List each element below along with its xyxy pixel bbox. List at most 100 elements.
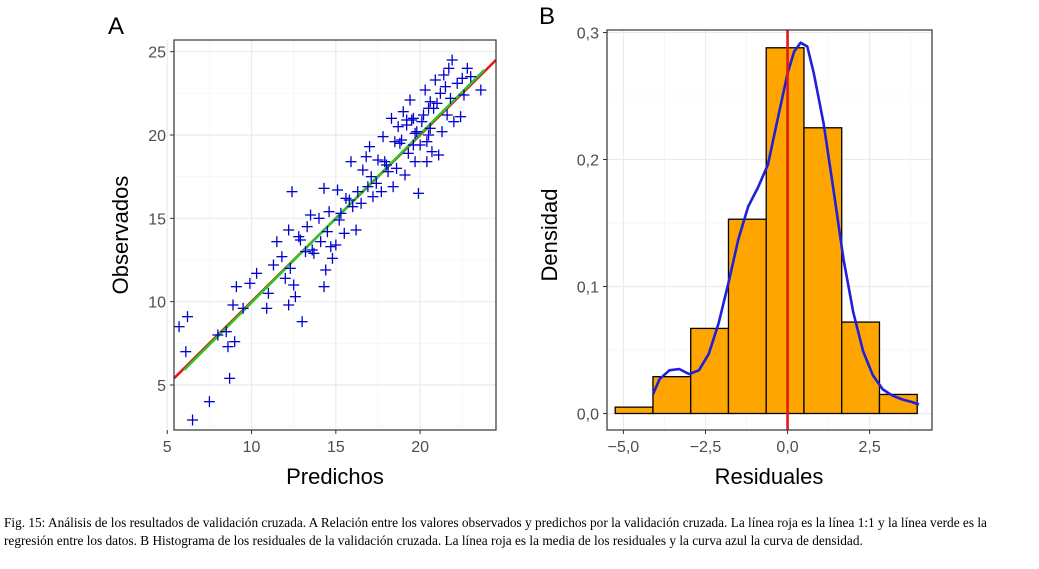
data-point (389, 136, 401, 148)
data-point (423, 129, 435, 141)
data-point (173, 321, 185, 333)
y-tick-label: 20 (148, 128, 166, 145)
data-point (448, 116, 460, 128)
data-point (360, 151, 372, 163)
panel-b-xlabel: Residuales (715, 464, 824, 489)
panel-b-border (606, 29, 933, 431)
data-point (289, 291, 301, 303)
data-point (365, 171, 377, 183)
data-point (407, 112, 419, 124)
data-point (426, 146, 438, 158)
data-point (227, 299, 239, 311)
x-tick-label: 15 (327, 439, 345, 456)
data-point (399, 169, 411, 181)
data-point (222, 341, 234, 353)
panel-b-histogram: B −5,0 −2,5 0,0 2,50,00,10,20,3 Residuales … (537, 3, 933, 489)
x-tick-label: 20 (411, 439, 429, 456)
data-point (237, 302, 249, 314)
data-point (446, 54, 458, 66)
data-point (433, 149, 445, 161)
data-point (441, 109, 453, 121)
data-point (370, 177, 382, 189)
x-tick-label: 10 (243, 439, 261, 456)
histogram-bar (614, 406, 654, 415)
data-point (229, 336, 241, 348)
histogram-bar (765, 47, 805, 415)
data-point (364, 141, 376, 153)
data-point (397, 106, 409, 118)
data-point (338, 227, 350, 239)
data-point (436, 126, 448, 138)
data-point (262, 287, 274, 299)
data-point (387, 181, 399, 193)
data-point (379, 156, 391, 168)
data-point (305, 209, 317, 221)
data-point (401, 114, 413, 126)
data-point (424, 122, 436, 134)
panel-b-label: B (539, 3, 555, 30)
panel-a-background (174, 40, 496, 430)
data-point (409, 156, 421, 168)
panel-a-grid (166, 40, 496, 430)
data-point (421, 156, 433, 168)
y-tick-label: 25 (148, 45, 166, 62)
data-point (429, 74, 441, 86)
data-point (301, 221, 313, 233)
data-point (180, 346, 192, 358)
data-point (230, 281, 242, 293)
y-tick-label: 0,0 (577, 406, 599, 423)
panel-a-xlabel: Predichos (286, 464, 384, 489)
data-point (412, 187, 424, 199)
x-tick-label: 0,0 (776, 439, 798, 456)
panel-b-bars (614, 47, 918, 415)
panel-a-scatter: A 5 10 15 20 5 10 15 20 25 Predichos Observados (108, 13, 497, 489)
histogram-bar (803, 127, 843, 415)
data-point (181, 311, 193, 323)
data-point (444, 92, 456, 104)
data-point (372, 154, 384, 166)
data-point (306, 244, 318, 256)
data-point (321, 226, 333, 238)
data-point (333, 214, 345, 226)
data-point (409, 127, 421, 139)
density-curve (651, 41, 920, 406)
data-point (187, 414, 199, 426)
data-point (326, 252, 338, 264)
x-tick-label: −5,0 (608, 439, 640, 456)
data-point (355, 197, 367, 209)
x-tick-label: 2,5 (859, 439, 881, 456)
data-point (350, 224, 362, 236)
panel-b-ticks: −5,0 −2,5 0,0 2,5 0,0 0,1 0,2 0,3 (577, 26, 881, 456)
data-point (284, 262, 296, 274)
panel-a-points (173, 54, 487, 426)
data-point (224, 372, 236, 384)
data-point (443, 62, 455, 74)
data-point (244, 277, 256, 289)
data-point (313, 212, 325, 224)
y-tick-label: 0,2 (577, 153, 599, 170)
data-point (318, 281, 330, 293)
data-point (385, 112, 397, 124)
data-point (375, 186, 387, 198)
data-point (456, 72, 468, 84)
data-point (320, 264, 332, 276)
data-point (362, 181, 374, 193)
y-tick-label: 15 (148, 211, 166, 228)
data-point (418, 109, 430, 121)
data-point (271, 236, 283, 248)
data-point (423, 102, 435, 114)
data-point (431, 97, 443, 109)
panel-a-border (173, 39, 497, 431)
panel-b-density-curve (651, 41, 920, 406)
data-point (288, 279, 300, 291)
data-point (276, 251, 288, 263)
x-tick-label: −2,5 (690, 439, 722, 456)
data-point (279, 272, 291, 284)
data-point (407, 139, 419, 151)
data-point (315, 236, 327, 248)
data-point (347, 201, 359, 213)
data-point (296, 316, 308, 328)
histogram-bar (727, 218, 767, 415)
panel-a-ticks: 5 10 15 20 5 10 15 20 25 (148, 45, 429, 456)
